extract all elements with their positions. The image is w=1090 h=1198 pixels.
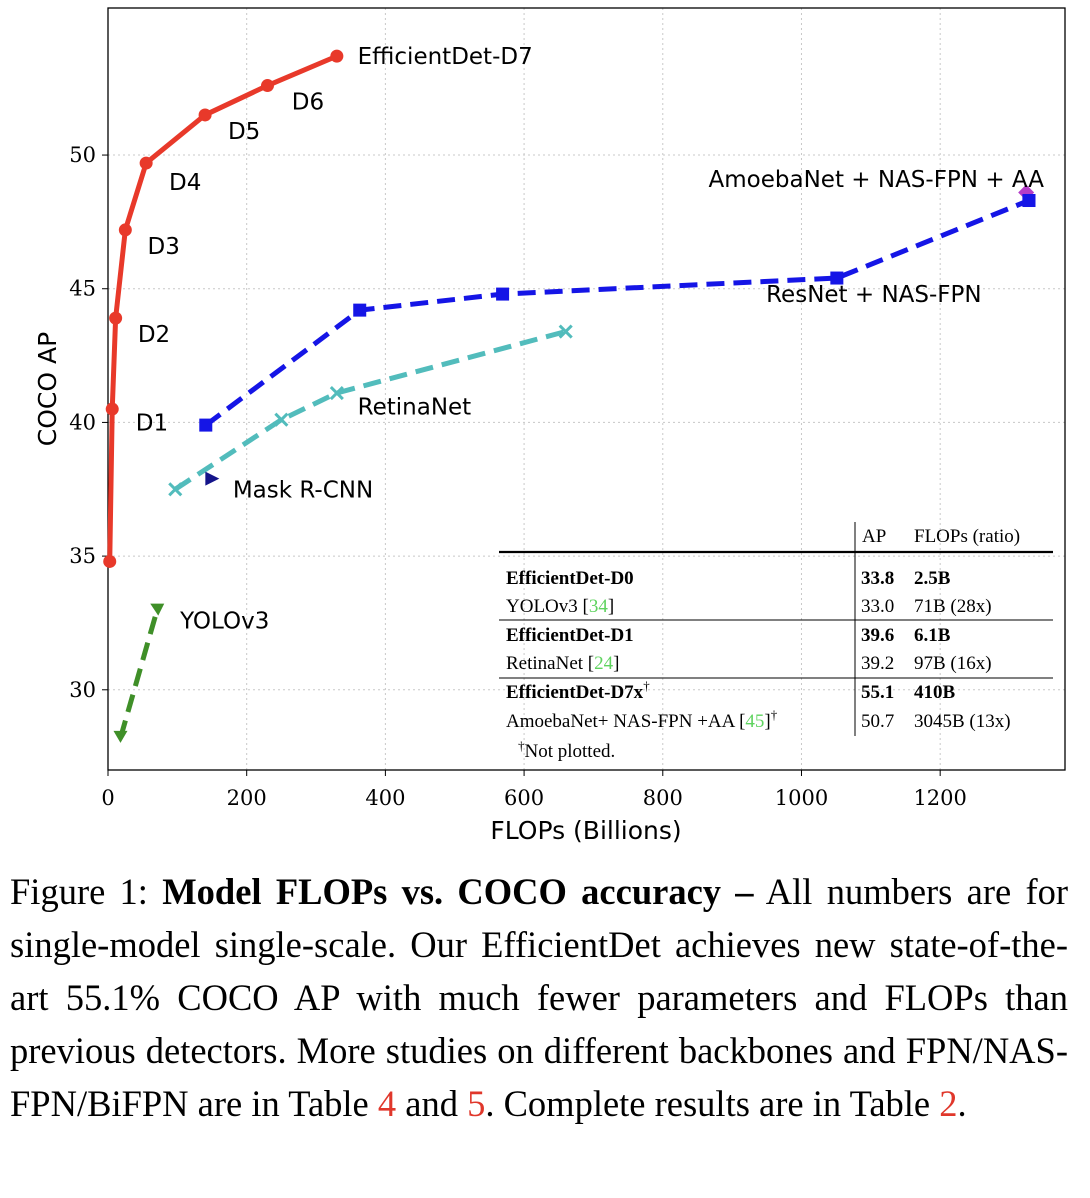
plot-frame [107,7,1066,771]
y-tick-label: 50 [69,143,96,167]
series-layer [103,49,1036,743]
figure-caption: Figure 1: Model FLOPs vs. COCO accuracy … [10,865,1068,1130]
table-cell-ap: 55.1 [861,682,894,703]
caption-ref-table-5[interactable]: 5 [467,1083,486,1124]
y-axis-label: COCO AP [33,332,62,446]
point-resnet-nas-fpn [496,287,510,301]
table-cell-ap: 39.2 [861,653,894,674]
point-retinanet [329,385,344,401]
y-tick-label: 45 [69,277,96,301]
point-retinanet [168,482,183,497]
point-efficientdet [109,311,123,325]
table-cell-ap: 33.0 [861,596,894,617]
x-tick-label: 0 [101,786,114,810]
annotation-label: ResNet + NAS-FPN [766,282,982,308]
point-efficientdet [330,49,344,63]
caption-ref-table-4[interactable]: 4 [377,1083,397,1124]
caption-ref-table-2[interactable]: 2 [939,1083,958,1124]
x-tick-label: 200 [227,786,267,810]
table-cell-model: AmoebaNet+ NAS-FPN +AA [45]† [506,707,778,732]
caption-end: . [957,1083,967,1124]
x-axis-label: FLOPs (Billions) [490,816,681,845]
table-cell-flops: 71B (28x) [914,596,992,617]
x-tick-label: 1000 [775,786,828,810]
table-cell-model: EfficientDet-D1 [506,625,634,646]
table-cell-model: EfficientDet-D7x† [506,678,650,703]
caption-text: All numbers are for single-model single-… [10,871,1069,1124]
table-cell-model: EfficientDet-D0 [506,568,634,589]
caption-label: Figure 1: [10,871,148,912]
point-efficientdet [139,156,153,170]
point-efficientdet [103,554,117,568]
grid [107,8,1065,770]
table-rows: EfficientDet-D0 33.8 2.5B YOLOv3 [34] 33.0 71… [506,568,1011,732]
table-cell-model: RetinaNet [24] [506,653,619,674]
caption-text-2: . Complete results are in Table [485,1083,931,1124]
point-efficientdet [118,223,132,237]
point-efficientdet [198,108,212,122]
annotation-label: D3 [148,234,180,260]
point-efficientdet [261,79,274,93]
annotation-label: Mask R-CNN [233,477,373,503]
table-cell-flops: 410B [914,682,956,703]
annotations: EfficientDet-D7 D6 D5 D4 D3 D2 D1 AmoebaNet + N… [136,44,1045,634]
series-line-resnet-nas-fpn [204,198,1030,428]
series-line-retinanet [173,329,567,492]
point-retinanet [558,324,573,339]
caption-and: and [405,1083,458,1124]
x-tick-label: 600 [504,786,544,810]
point-resnet-nas-fpn-top [1022,194,1036,208]
comparison-table: AP FLOPs (ratio) EfficientDet-D0 33.8 2.5B… [499,522,1053,762]
table-cell-ap: 39.6 [861,625,894,646]
table-cell-flops: 3045B (13x) [914,711,1011,732]
annotation-label: D1 [136,410,168,436]
table-header-ap: AP [862,526,886,547]
series-line-yolov3 [118,608,160,739]
point-resnet-nas-fpn [199,418,213,432]
table-cell-ap: 50.7 [861,711,894,732]
annotation-label: D4 [169,170,201,196]
annotation-label: YOLOv3 [179,608,269,634]
table-cell-ap: 33.8 [861,568,894,589]
y-tick-label: 40 [69,410,96,434]
x-tick-label: 800 [643,786,683,810]
chart: 0 200 400 600 800 1000 1200 30 35 40 45 50 Efficien… [33,7,1066,845]
annotation-label: RetinaNet [358,394,472,420]
annotation-label: D6 [292,90,324,116]
point-efficientdet [105,402,119,416]
table-header-flops: FLOPs (ratio) [914,526,1020,547]
annotation-label: D5 [228,119,260,145]
y-tick-label: 30 [69,678,96,702]
x-tick-label: 1200 [913,786,966,810]
table-footnote: †Not plotted. [518,738,615,762]
point-mask-r-cnn [205,471,220,486]
table-cell-flops: 6.1B [914,625,951,646]
annotation-label: D2 [138,322,170,348]
table-cell-model: YOLOv3 [34] [506,596,614,617]
series-line-efficientdet [107,53,338,562]
point-resnet-nas-fpn [353,303,367,317]
table-cell-flops: 2.5B [914,568,951,589]
y-tick-label: 35 [69,544,96,568]
annotation-label: EfficientDet-D7 [358,44,533,70]
point-resnet-nas-fpn [830,271,844,285]
point-retinanet [274,412,289,427]
point-yolov3 [113,730,128,743]
table-cell-flops: 97B (16x) [914,653,992,674]
x-tick-label: 400 [365,786,405,810]
axis-ticks: 0 200 400 600 800 1000 1200 30 35 40 45 50 [69,143,967,810]
point-yolov3 [150,603,165,616]
caption-title: Model FLOPs vs. COCO accuracy – [162,871,754,912]
annotation-label: AmoebaNet + NAS-FPN + AA [709,167,1045,193]
